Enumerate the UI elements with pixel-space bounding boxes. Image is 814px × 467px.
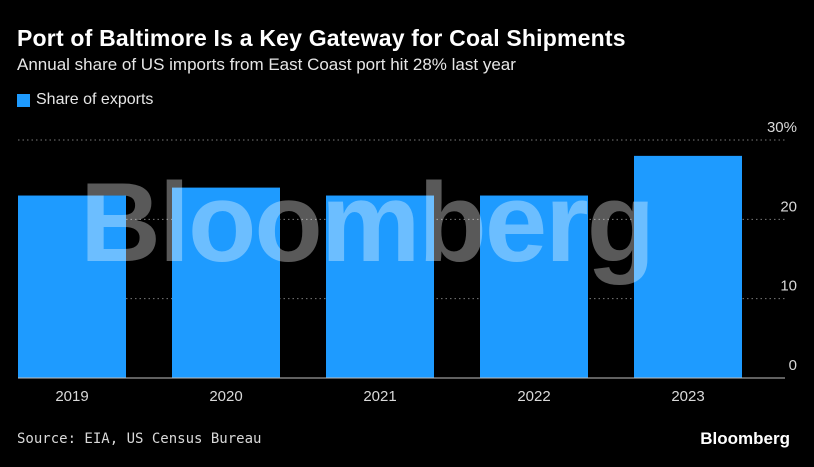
- x-tick-label: 2023: [671, 388, 704, 405]
- bar: [18, 195, 126, 378]
- bar: [172, 187, 280, 378]
- y-tick-label: 20: [780, 198, 797, 215]
- source-note: Source: EIA, US Census Bureau: [17, 431, 262, 447]
- bar: [634, 155, 742, 378]
- legend-swatch: [17, 93, 30, 107]
- y-tick-label: 30%: [767, 119, 797, 136]
- bloomberg-logo: Bloomberg: [700, 429, 790, 448]
- x-tick-label: 2021: [363, 388, 396, 405]
- y-tick-label: 0: [789, 357, 797, 374]
- x-tick-label: 2022: [517, 388, 550, 405]
- legend: Share of exports: [17, 91, 153, 109]
- chart-title: Port of Baltimore Is a Key Gateway for C…: [17, 25, 626, 51]
- x-tick-label: 2020: [209, 388, 242, 405]
- y-tick-label: 10: [780, 278, 797, 295]
- x-tick-label: 2019: [55, 388, 88, 405]
- bar: [480, 195, 588, 378]
- legend-label: Share of exports: [36, 91, 154, 108]
- bar: [326, 195, 434, 378]
- chart-subtitle: Annual share of US imports from East Coa…: [17, 55, 516, 74]
